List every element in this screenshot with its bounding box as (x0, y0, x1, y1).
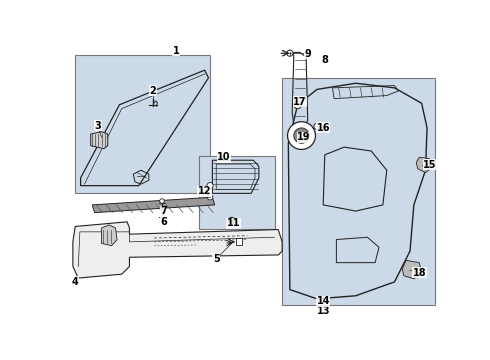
Text: 8: 8 (321, 55, 328, 65)
Text: 18: 18 (413, 267, 426, 278)
Polygon shape (73, 222, 282, 278)
Text: 13: 13 (317, 306, 330, 316)
Polygon shape (402, 260, 421, 279)
Polygon shape (416, 157, 432, 172)
Circle shape (207, 194, 213, 200)
Polygon shape (91, 132, 108, 149)
Text: 6: 6 (160, 217, 167, 227)
Circle shape (294, 101, 301, 109)
Bar (199, 156, 275, 229)
Text: 3: 3 (94, 121, 101, 131)
Circle shape (160, 199, 164, 203)
Text: 16: 16 (317, 123, 330, 133)
Polygon shape (92, 197, 215, 213)
Text: 12: 12 (198, 186, 211, 196)
Text: 19: 19 (297, 132, 311, 142)
Circle shape (207, 183, 213, 189)
Text: 17: 17 (293, 97, 307, 107)
Polygon shape (101, 225, 117, 246)
Bar (75, 55, 210, 193)
Text: 15: 15 (423, 160, 437, 170)
Text: 14: 14 (317, 296, 330, 306)
Circle shape (314, 123, 320, 130)
Text: 2: 2 (149, 86, 156, 96)
Text: 7: 7 (160, 206, 167, 216)
Bar (236, 238, 242, 245)
Text: 4: 4 (72, 277, 78, 287)
Bar (282, 78, 435, 305)
Text: 10: 10 (217, 152, 231, 162)
Circle shape (298, 132, 305, 139)
Circle shape (294, 128, 309, 143)
Text: 1: 1 (172, 46, 179, 56)
Circle shape (287, 50, 293, 56)
Text: 5: 5 (213, 254, 220, 264)
Text: 9: 9 (304, 49, 311, 59)
Text: 11: 11 (226, 219, 240, 228)
Circle shape (288, 122, 316, 149)
Circle shape (229, 217, 235, 223)
